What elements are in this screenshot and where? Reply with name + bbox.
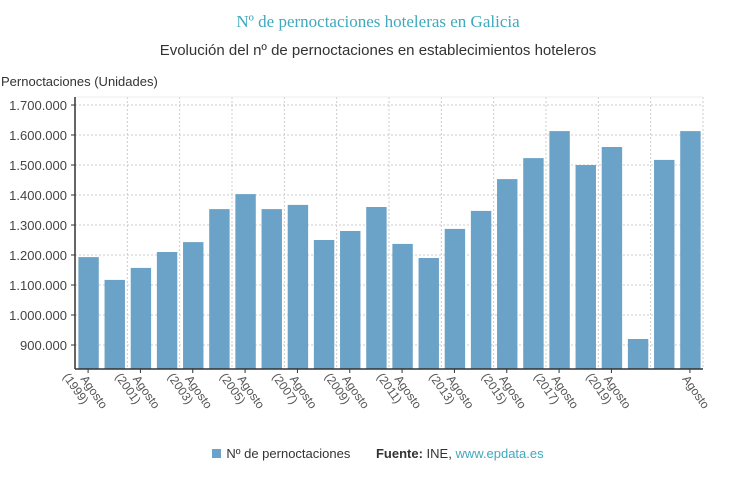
y-tick-label: 1.400.000 [9,188,67,203]
x-tick-label: Agosto(2015) [479,370,530,411]
bar[interactable] [523,158,544,369]
chart-title: Nº de pernoctaciones hoteleras en Galici… [236,12,520,31]
y-axis-label: Pernoctaciones (Unidades) [1,74,158,89]
bar[interactable] [261,209,282,369]
bar[interactable] [340,231,361,369]
x-tick-label: Agosto [679,373,712,412]
bar[interactable] [156,252,178,369]
bar[interactable] [601,147,623,369]
source-link[interactable]: www.epdata.es [455,446,544,461]
bar[interactable] [130,267,152,369]
bar[interactable] [183,242,204,369]
bar[interactable] [470,210,492,369]
x-tick-label: Agosto(2001) [112,370,163,411]
y-tick-label: 1.100.000 [9,278,67,293]
bar[interactable] [313,240,335,369]
legend-series-label: Nº de pernoctaciones [226,446,351,461]
x-tick-label: Agosto(2017) [531,370,582,411]
bar[interactable] [104,279,125,369]
bar[interactable] [680,131,701,369]
bar[interactable] [654,159,675,369]
x-tick-label: Agosto(1999) [60,370,111,411]
bar[interactable] [627,339,649,369]
source-note: Fuente: INE, www.epdata.es [376,446,544,461]
legend-item[interactable]: Nº de pernoctaciones [212,446,350,461]
bar-chart: 900.000 1.000.000 1.100.000 1.200.000 1.300.… [9,96,713,412]
bar[interactable] [366,207,387,369]
bar[interactable] [497,179,518,369]
x-tick-label-line1: Agosto [679,373,712,412]
x-tick-label: Agosto(2009) [322,370,373,411]
x-tick-label: Agosto(2013) [426,370,477,411]
bar[interactable] [444,228,466,369]
y-tick-label: 1.300.000 [9,218,67,233]
x-tick-label: Agosto(2005) [217,370,268,411]
y-tick-label: 1.500.000 [9,158,67,173]
y-tick-label: 1.200.000 [9,248,67,263]
chart-subtitle: Evolución del nº de pernoctaciones en es… [159,42,597,59]
y-tick-label: 900.000 [20,338,67,353]
bar[interactable] [549,131,570,369]
x-tick-label: Agosto(2007) [269,370,320,411]
bar[interactable] [209,209,230,369]
source-text: INE, [422,446,456,461]
x-tick-label: Agosto(2011) [374,370,425,411]
legend: Nº de pernoctaciones Fuente: INE, www.ep… [0,446,756,461]
x-tick-label: Agosto(2003) [165,370,216,411]
bar[interactable] [418,258,439,369]
y-tick-label: 1.000.000 [9,308,67,323]
bar[interactable] [287,204,309,369]
legend-swatch-icon [212,449,222,458]
bar[interactable] [235,194,256,369]
y-tick-label: 1.600.000 [9,128,67,143]
bar[interactable] [78,257,99,369]
y-tick-label: 1.700.000 [9,98,67,113]
source-label: Fuente: [375,446,423,461]
bar[interactable] [575,165,596,369]
x-tick-label: Agosto(2019) [583,370,634,411]
bar[interactable] [392,243,413,369]
